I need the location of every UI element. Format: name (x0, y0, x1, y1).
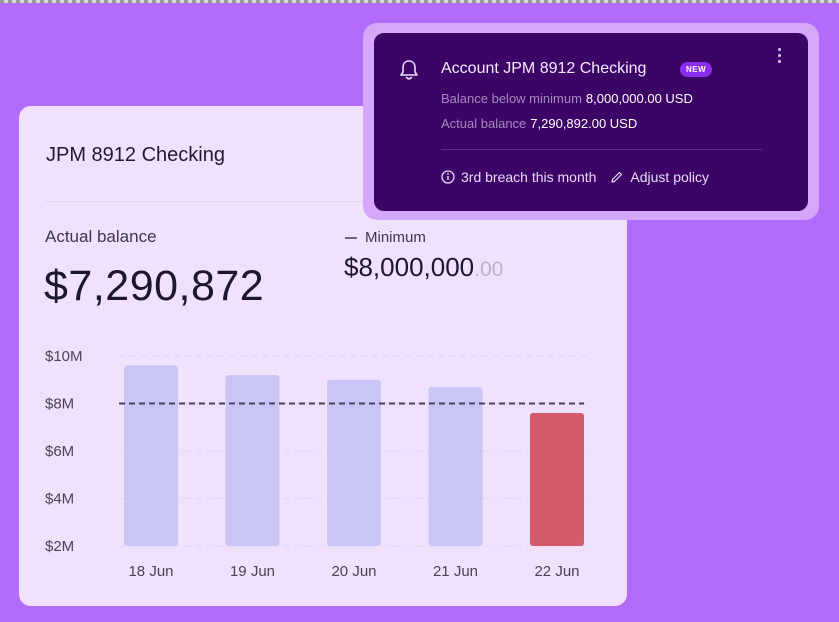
info-icon (441, 170, 455, 184)
notification-popup[interactable]: Account JPM 8912 Checking NEW Balance be… (374, 33, 808, 211)
bar-21-jun[interactable] (428, 386, 483, 546)
row-label: Balance below minimum (441, 91, 582, 106)
new-badge: NEW (680, 62, 713, 77)
notification-title: Account JPM 8912 Checking (441, 60, 647, 77)
row-label: Actual balance (441, 116, 527, 131)
x-tick-label: 20 Jun (331, 563, 376, 580)
minimum-amount: $8,000,000 (344, 252, 475, 282)
y-tick-label: $8M (45, 396, 74, 413)
minimum-label: Minimum (365, 229, 426, 246)
minimum-cents: .00 (474, 258, 504, 281)
y-tick-label: $4M (45, 491, 74, 508)
balance-chart: $10M $8M $6M $4M $2M 18 Jun 19 Jun 20 Jun 21 Ju… (45, 348, 589, 580)
bar-22-jun[interactable] (530, 413, 584, 546)
minimum-dash-icon (345, 236, 357, 239)
x-tick-label: 22 Jun (534, 563, 579, 580)
minimum-value: $8,000,000.00 (344, 252, 503, 283)
y-tick-label: $2M (45, 538, 74, 555)
x-tick-label: 19 Jun (230, 563, 275, 580)
actual-balance-row: Actual balance 7,290,892.00 USD (441, 116, 637, 131)
kebab-menu-icon[interactable] (777, 48, 783, 66)
row-value: 7,290,892.00 USD (530, 116, 638, 131)
bell-icon (400, 60, 418, 80)
bar-20-jun[interactable] (327, 379, 381, 546)
adjust-policy-text: Adjust policy (630, 169, 709, 185)
adjust-policy-link[interactable]: Adjust policy (610, 169, 709, 185)
actual-balance-value: $7,290,872 (44, 262, 265, 310)
y-tick-label: $10M (45, 348, 83, 365)
top-strip (0, 0, 839, 3)
notification-footer: 3rd breach this month Adjust policy (441, 169, 723, 185)
row-value: 8,000,000.00 USD (585, 91, 693, 106)
x-tick-label: 18 Jun (128, 563, 173, 580)
x-tick-label: 21 Jun (433, 563, 478, 580)
card-title: JPM 8912 Checking (46, 144, 225, 166)
bar-18-jun[interactable] (124, 365, 178, 547)
minimum-legend: Minimum (345, 229, 426, 246)
divider (45, 201, 605, 202)
breach-text: 3rd breach this month (461, 169, 597, 185)
notification-divider (441, 149, 762, 150)
bar-19-jun[interactable] (225, 375, 280, 546)
actual-balance-label: Actual balance (45, 227, 157, 246)
balance-below-minimum-row: Balance below minimum 8,000,000.00 USD (441, 91, 693, 106)
y-tick-label: $6M (45, 443, 74, 460)
breach-info: 3rd breach this month (441, 169, 596, 185)
pencil-icon (611, 171, 623, 183)
